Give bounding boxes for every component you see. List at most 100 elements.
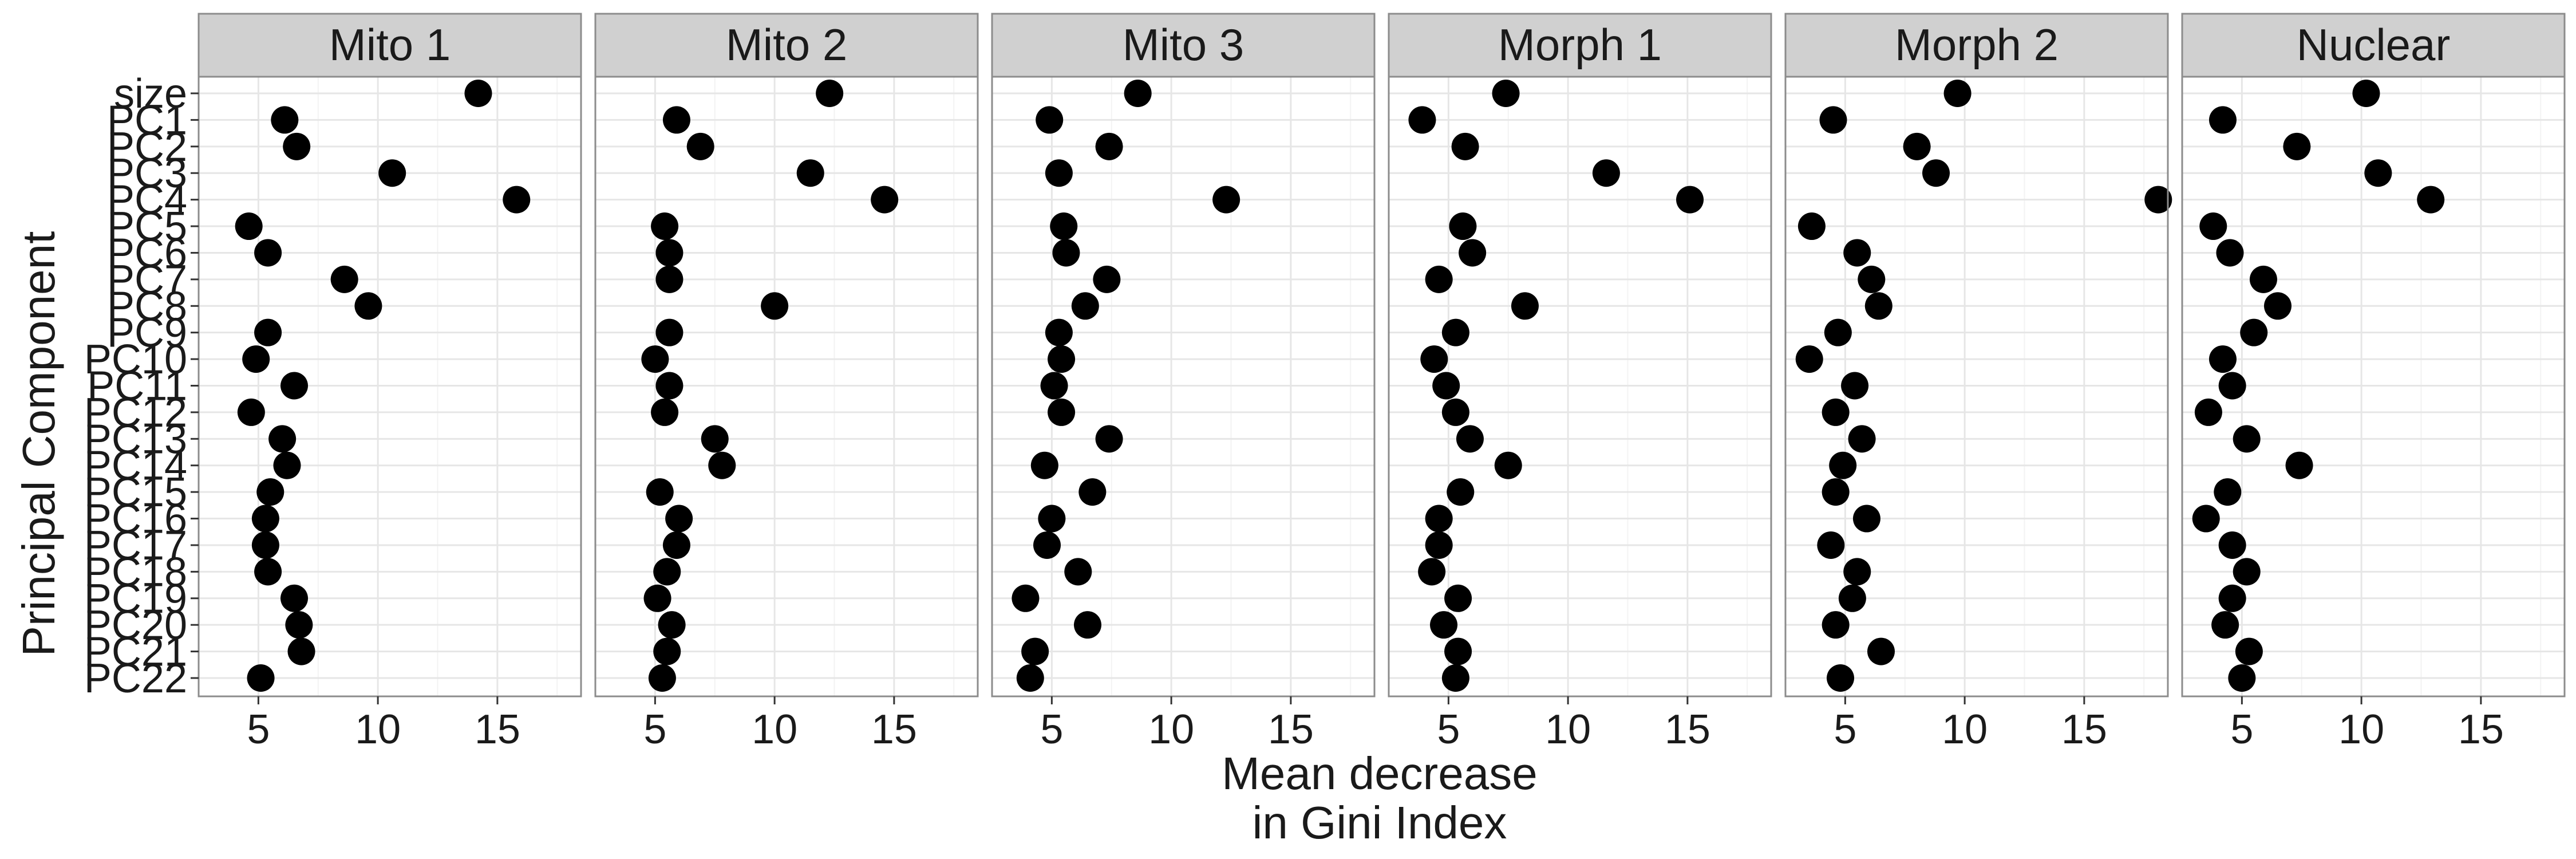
facet-nuclear: Nuclear 5 10 15 [2181, 13, 2566, 752]
data-point [1045, 159, 1073, 187]
x-tick-label: 5 [1437, 707, 1460, 752]
data-point [1074, 611, 1101, 639]
data-point [1040, 372, 1068, 400]
data-point [2235, 637, 2263, 665]
y-tick-label: PC3 [107, 151, 187, 196]
data-point [1819, 106, 1847, 134]
y-tick-label: size [114, 71, 187, 117]
data-point [378, 159, 406, 187]
data-point [2352, 80, 2380, 107]
data-point [251, 531, 279, 559]
data-point [1441, 318, 1469, 346]
data-point [1430, 611, 1458, 639]
facet-strip [991, 13, 1376, 78]
facet-mito-2: Mito 2 5 10 15 [594, 13, 979, 752]
data-point [2208, 345, 2237, 373]
data-point [1456, 425, 1484, 453]
x-tick-label: 5 [247, 707, 270, 752]
data-point [503, 186, 531, 214]
data-point [287, 637, 315, 665]
data-point [1420, 345, 1448, 373]
data-point [1511, 292, 1539, 320]
data-point [1071, 292, 1099, 320]
y-tick-label: PC10 [84, 337, 187, 383]
data-point [1425, 531, 1453, 559]
data-point [271, 106, 299, 134]
data-point [2199, 212, 2227, 241]
data-point [1451, 132, 1479, 160]
x-tick-label: 10 [752, 707, 797, 752]
data-point [1408, 106, 1436, 134]
data-point [665, 505, 693, 533]
data-point [1012, 584, 1040, 612]
data-point [1449, 212, 1477, 241]
data-point [280, 584, 308, 612]
data-point [651, 398, 679, 426]
data-point [1903, 132, 1931, 160]
data-point [1864, 292, 1893, 320]
y-tick-label: PC5 [107, 204, 187, 250]
data-point [1048, 345, 1076, 373]
x-tick-label: 10 [355, 707, 401, 752]
data-point [1038, 505, 1066, 533]
y-tick-label: PC17 [84, 523, 187, 569]
data-point [235, 212, 263, 241]
data-point [2144, 186, 2172, 214]
data-point [641, 345, 669, 373]
data-point [256, 478, 285, 506]
data-point [1064, 558, 1092, 586]
x-axis-title-line-1: Mean decrease [1222, 748, 1537, 799]
data-point [1676, 186, 1704, 214]
data-point [1822, 478, 1850, 506]
y-tick-label: PC20 [84, 602, 187, 648]
data-point [1016, 664, 1044, 692]
data-point [1050, 212, 1078, 241]
facet-strip [1388, 13, 1772, 78]
x-tick-label: 5 [1040, 707, 1063, 752]
facet-morph-1: Morph 1 5 10 15 [1388, 13, 1772, 752]
data-point [268, 425, 297, 453]
data-point [254, 239, 282, 267]
x-tick-label: 15 [2061, 707, 2107, 752]
data-point [273, 451, 301, 479]
y-tick-label: PC12 [84, 390, 187, 436]
y-tick-label: PC15 [84, 470, 187, 515]
data-point [871, 186, 899, 214]
facet-strip [197, 13, 582, 78]
data-point [708, 451, 736, 479]
data-point [1822, 398, 1850, 426]
data-point [237, 398, 265, 426]
data-point [1418, 558, 1446, 586]
data-point [655, 372, 683, 400]
data-point [655, 318, 683, 346]
data-point [651, 212, 679, 241]
data-point [2216, 239, 2244, 267]
data-point [1441, 398, 1469, 426]
data-point [2417, 186, 2445, 214]
data-point [646, 478, 674, 506]
data-point [2194, 398, 2222, 426]
facet-strip-label: Morph 1 [1498, 19, 1662, 70]
data-point [2211, 611, 2239, 639]
data-point [1036, 106, 1064, 134]
data-point [1858, 265, 1886, 293]
data-point [330, 265, 358, 293]
data-point [354, 292, 382, 320]
data-point [653, 637, 681, 665]
data-point [1093, 265, 1121, 293]
facet-morph-2: Morph 2 5 10 15 [1784, 13, 2172, 752]
x-tick-label: 15 [871, 707, 917, 752]
y-tick-label: PC16 [84, 497, 187, 542]
facet-strip-label: Mito 2 [726, 19, 847, 70]
x-tick-label: 15 [475, 707, 520, 752]
facet-strip-label: Nuclear [2297, 19, 2451, 70]
y-tick-label: PC4 [107, 178, 187, 223]
data-point [254, 318, 282, 346]
data-point [1494, 451, 1522, 479]
data-point [1124, 80, 1152, 107]
data-point [1838, 584, 1866, 612]
data-point [1829, 451, 1857, 479]
data-point [653, 558, 681, 586]
